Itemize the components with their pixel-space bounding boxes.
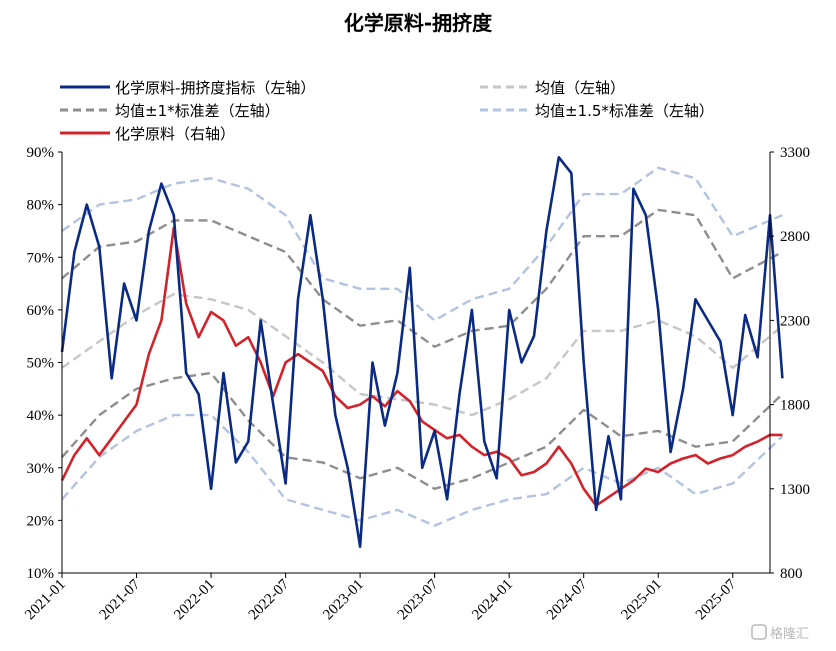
x-tick-label: 2024-01 xyxy=(469,577,516,624)
watermark-text: 格隆汇 xyxy=(770,626,809,642)
series-line-3-lower xyxy=(61,413,784,527)
legend-item-mean: 均值（左轴） xyxy=(480,79,625,97)
x-tick-label: 2023-01 xyxy=(320,577,367,624)
x-tick-label: 2023-07 xyxy=(395,576,442,623)
series-line-0 xyxy=(60,156,784,549)
plot-area xyxy=(60,156,784,549)
legend-label-std1: 均值±1*标准差（左轴） xyxy=(115,102,280,120)
legend-label-price: 化学原料（右轴） xyxy=(115,125,235,143)
watermark: 格隆汇 xyxy=(751,624,809,642)
series-line-4 xyxy=(60,226,783,507)
x-tick-label: 2025-07 xyxy=(693,576,740,623)
y-left-tick-label: 10% xyxy=(27,566,55,582)
y-right-tick-label: 2300 xyxy=(780,313,810,329)
y-left-tick-label: 70% xyxy=(27,250,55,266)
y-right-tick-label: 1800 xyxy=(780,398,810,414)
y-right-tick-label: 3300 xyxy=(780,145,810,161)
series-line-3-upper xyxy=(61,166,783,322)
legend: 化学原料-拥挤度指标（左轴） 均值（左轴） 均值±1*标准差（左轴） 均值±1.… xyxy=(60,79,714,143)
legend-label-mean: 均值（左轴） xyxy=(535,79,625,97)
x-tick-label: 2022-01 xyxy=(171,577,218,624)
y-left-tick-label: 40% xyxy=(27,408,55,424)
y-right-tick-label: 2800 xyxy=(780,229,810,245)
y-left-tick-label: 50% xyxy=(27,356,55,372)
legend-item-index: 化学原料-拥挤度指标（左轴） xyxy=(60,79,315,97)
legend-item-std1: 均值±1*标准差（左轴） xyxy=(60,102,280,120)
legend-item-std15: 均值±1.5*标准差（左轴） xyxy=(480,102,714,120)
series-line-1 xyxy=(61,292,784,417)
x-tick-label: 2021-01 xyxy=(22,577,69,624)
y-left-tick-label: 30% xyxy=(27,461,55,477)
y-left-tick-label: 90% xyxy=(27,145,55,161)
legend-item-price: 化学原料（右轴） xyxy=(60,125,235,143)
y-right-tick-label: 1300 xyxy=(780,482,810,498)
gelonghui-logo-icon xyxy=(751,624,767,640)
series-line-2-lower xyxy=(61,371,784,490)
y-left-tick-label: 20% xyxy=(27,513,55,529)
series-line-2-upper xyxy=(61,208,783,348)
legend-label-std15: 均值±1.5*标准差（左轴） xyxy=(535,102,714,120)
y-right-tick-label: 800 xyxy=(780,566,803,582)
x-tick-label: 2024-07 xyxy=(544,576,591,623)
x-tick-label: 2021-07 xyxy=(97,576,144,623)
x-tick-label: 2025-01 xyxy=(618,577,665,624)
legend-label-index: 化学原料-拥挤度指标（左轴） xyxy=(115,79,315,97)
chart-title: 化学原料-拥挤度 xyxy=(344,11,493,35)
x-tick-label: 2022-07 xyxy=(246,576,293,623)
y-left-tick-label: 80% xyxy=(27,198,55,214)
y-left-tick-label: 60% xyxy=(27,303,55,319)
